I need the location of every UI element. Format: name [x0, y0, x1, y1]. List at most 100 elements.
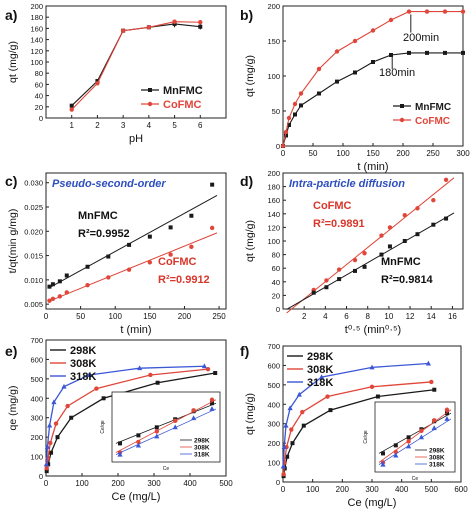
inset-frame: [111, 391, 221, 463]
data-point: [49, 450, 54, 455]
data-point: [442, 9, 448, 14]
data-point: [127, 242, 132, 247]
data-point: [362, 251, 367, 256]
legend-label: 308K: [307, 364, 333, 376]
r2-label: R²=0.9814: [381, 274, 434, 286]
annotation-180min: 180min: [379, 67, 415, 79]
legend-label: 318K: [307, 377, 333, 389]
x-tick-label: 6: [198, 121, 203, 130]
y-tick-label: 160: [30, 24, 43, 33]
inset-fit-line: [115, 402, 217, 444]
data-point: [286, 115, 292, 121]
data-point: [424, 9, 430, 14]
panel-label: f): [240, 343, 249, 359]
y-tick-label: 500: [267, 381, 280, 390]
y-tick-label: 0.010: [24, 276, 43, 285]
inset-fit-line: [378, 418, 452, 465]
data-point: [460, 9, 466, 14]
data-point: [388, 17, 394, 23]
data-point: [281, 444, 287, 450]
series-line: [45, 365, 205, 465]
y-tick-label: 0: [276, 305, 280, 314]
y-axis-label: qt (mg/g): [244, 55, 256, 97]
series-MnFMC: [47, 182, 218, 289]
data-point: [352, 38, 358, 44]
series-line: [282, 362, 429, 467]
x-tick-label: 1: [69, 121, 74, 130]
data-point: [289, 427, 294, 432]
inset-point: [154, 429, 159, 434]
data-point: [168, 252, 173, 257]
r2-label: R²=0.9952: [78, 228, 130, 240]
y-tick-label: 400: [267, 400, 280, 409]
x-tick-label: 200: [178, 312, 192, 321]
y-tick-label: 300: [267, 420, 280, 429]
fit-line: [286, 212, 455, 310]
data-point: [53, 421, 59, 426]
data-point: [61, 383, 67, 389]
data-point: [296, 391, 302, 397]
inset-legend-label: 298K: [194, 438, 210, 445]
data-point: [137, 365, 143, 371]
data-point: [205, 366, 211, 372]
data-point: [461, 50, 465, 55]
data-point: [64, 290, 69, 295]
data-point: [50, 282, 55, 287]
data-point: [379, 233, 384, 238]
inset-legend-label: 318K: [194, 452, 210, 459]
y-tick-label: 150: [267, 37, 280, 46]
inset-point: [172, 424, 178, 430]
x-tick-label: 200: [396, 149, 410, 158]
y-tick-label: 0: [39, 114, 43, 123]
data-point: [55, 435, 60, 440]
y-tick-label: 200: [30, 2, 43, 11]
y-tick-label: 100: [30, 453, 43, 462]
data-point: [106, 275, 111, 280]
x-tick-label: 5: [172, 121, 177, 130]
data-point: [299, 103, 303, 108]
y-tick-label: 0: [39, 472, 43, 481]
inset-point: [173, 418, 178, 424]
x-tick-label: 6: [344, 312, 349, 321]
chart-title: Pseudo-second-order: [52, 178, 166, 190]
inset-point: [117, 451, 123, 457]
data-point: [147, 260, 153, 265]
series-318K: [280, 360, 431, 469]
data-point: [57, 279, 62, 284]
data-point: [85, 264, 90, 269]
data-point: [387, 244, 392, 249]
inset-point: [406, 439, 411, 444]
data-point: [48, 440, 53, 446]
x-tick-label: 500: [425, 485, 439, 494]
data-point: [293, 112, 297, 117]
y-tick-label: 300: [30, 414, 43, 423]
inset-point: [209, 406, 215, 411]
data-point: [425, 360, 431, 366]
x-tick-label: 100: [336, 149, 350, 158]
x-axis-label: pH: [129, 133, 143, 145]
x-tick-label: 50: [76, 312, 85, 321]
inset-fit-line: [378, 412, 452, 454]
panel-label: b): [240, 7, 253, 23]
x-tick-label: 2: [95, 121, 100, 130]
y-tick-label: 200: [30, 433, 43, 442]
series-line: [71, 21, 201, 110]
panel-b: b) 0 50 100 150 200 250 300 0 50 100 150 200 t (min) q…: [240, 2, 470, 173]
data-point: [353, 70, 357, 75]
y-tick-label: 20: [35, 103, 43, 112]
inset-point: [393, 443, 398, 448]
data-point: [50, 296, 56, 301]
x-axis-label: t (min): [120, 324, 151, 336]
data-point: [44, 466, 49, 471]
inset-point: [431, 425, 437, 431]
legend-label: CoFMC: [163, 99, 202, 111]
legend-label: 298K: [307, 351, 333, 363]
y-tick-label: 200: [267, 2, 280, 11]
data-point: [285, 454, 290, 459]
data-point: [43, 461, 49, 467]
data-point: [431, 222, 436, 227]
x-tick-label: 3: [121, 121, 126, 130]
data-point: [189, 213, 194, 218]
legend-label: 318K: [70, 371, 96, 383]
panel-f: f) 0 100 200 300 400 500 600 0 100 200 300 400 500 600…: [240, 342, 468, 509]
